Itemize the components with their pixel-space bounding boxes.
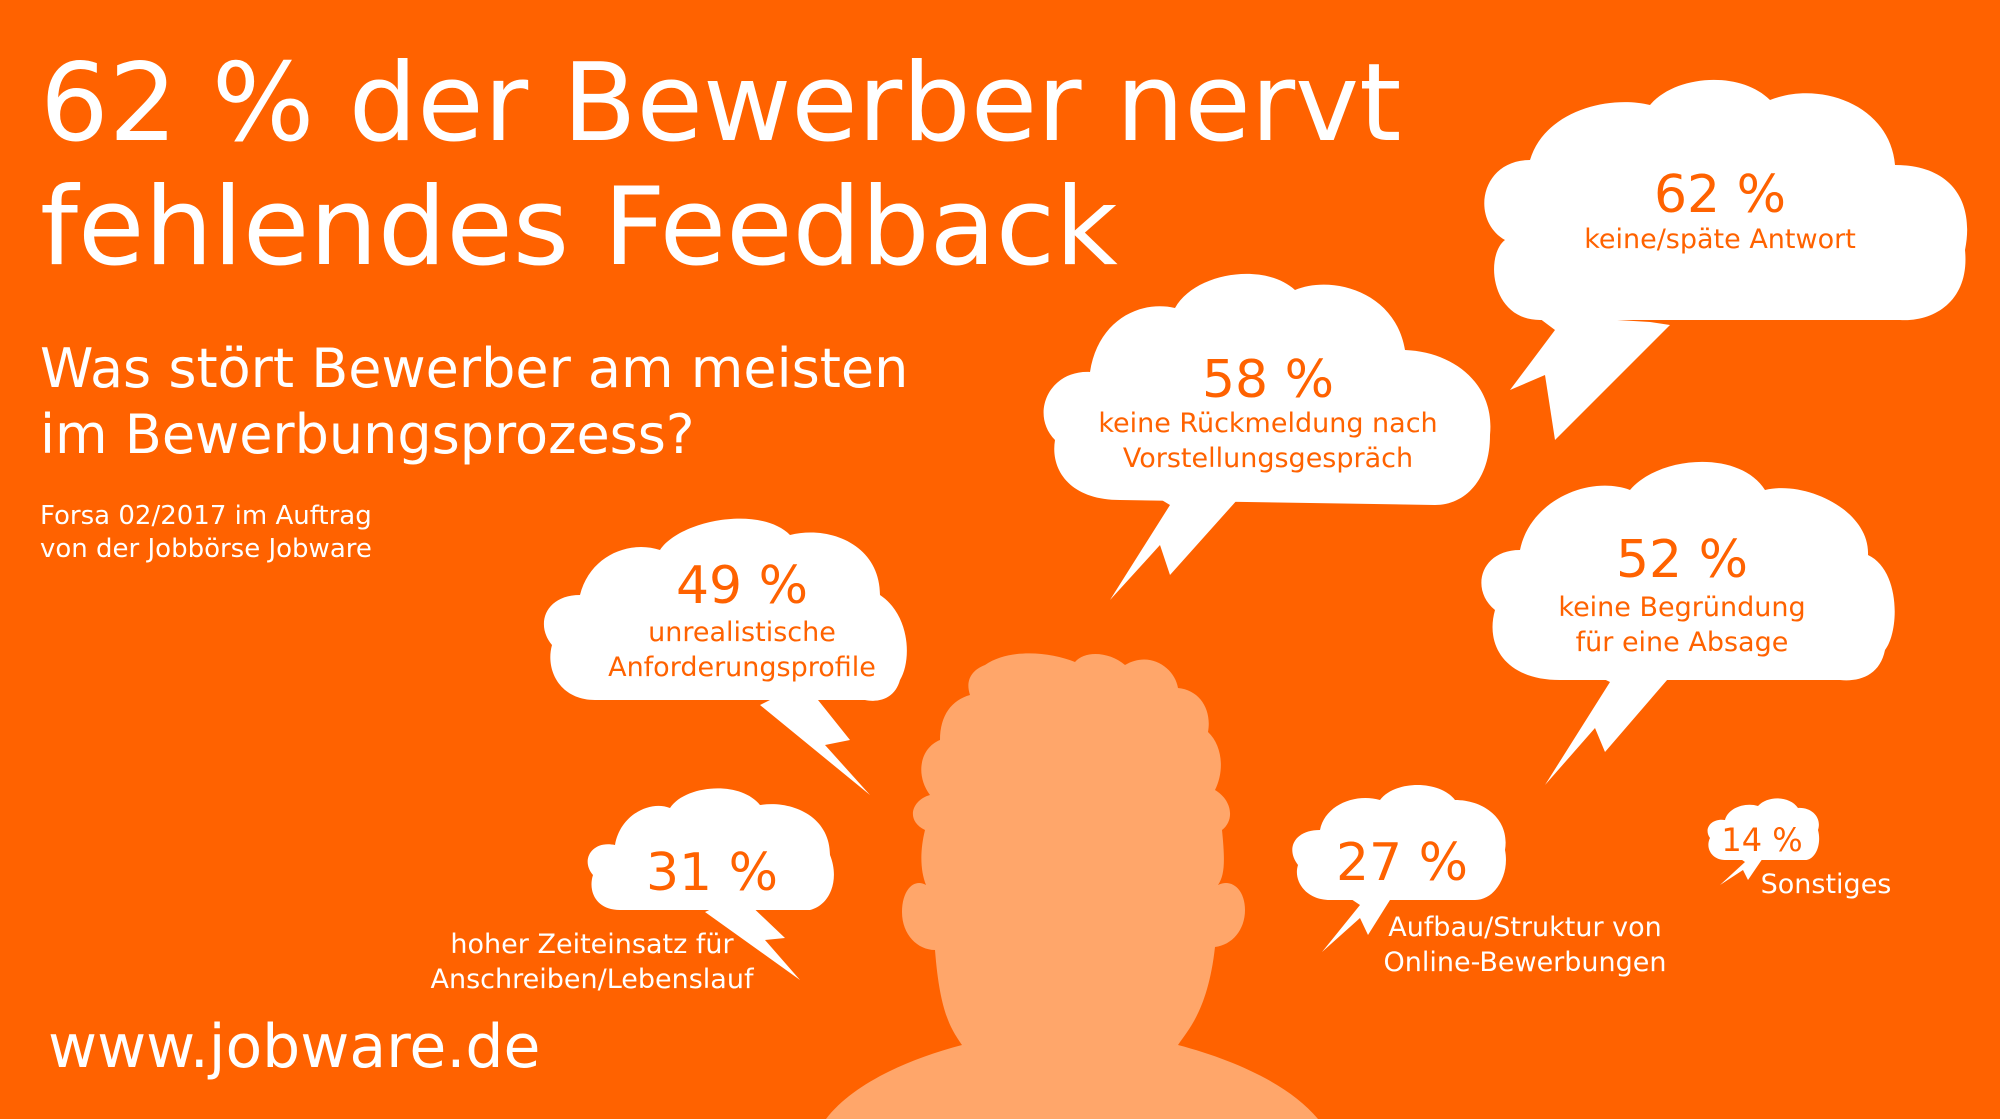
label-58-line-1: keine Rückmeldung nach bbox=[1098, 408, 1438, 439]
title-line-1: 62 % der Bewerber nervt bbox=[40, 41, 1402, 166]
percent-62: 62 % bbox=[1653, 165, 1787, 225]
label-14-line-1: Sonstiges bbox=[1760, 869, 1892, 900]
cloud-27-icon bbox=[1292, 785, 1506, 952]
cloud-14-icon bbox=[1707, 798, 1820, 885]
person-silhouette-icon bbox=[826, 653, 1318, 1119]
cloud-62-icon bbox=[1484, 79, 1968, 440]
label-27-line-2: Online-Bewerbungen bbox=[1383, 947, 1667, 978]
percent-14: 14 % bbox=[1721, 821, 1803, 859]
percent-58: 58 % bbox=[1201, 350, 1335, 410]
label-58: keine Rückmeldung nach Vorstellungsgespr… bbox=[1098, 406, 1437, 476]
source-line-1: Forsa 02/2017 im Auftrag bbox=[40, 501, 372, 531]
website-url: www.jobware.de bbox=[48, 1012, 541, 1082]
label-62: keine/späte Antwort bbox=[1584, 222, 1856, 257]
label-49-line-2: Anforderungsprofile bbox=[608, 652, 876, 683]
cloud-52-icon bbox=[1481, 461, 1895, 785]
label-58-line-2: Vorstellungsgespräch bbox=[1122, 443, 1414, 474]
label-52-line-1: keine Begründung bbox=[1558, 592, 1806, 623]
percent-49: 49 % bbox=[675, 556, 809, 616]
percent-52: 52 % bbox=[1615, 530, 1749, 590]
subtitle-line-1: Was stört Bewerber am meisten bbox=[40, 337, 909, 400]
cloud-58-icon bbox=[1043, 273, 1491, 600]
subtitle-line-2: im Bewerbungsprozess? bbox=[40, 403, 695, 466]
label-49: unrealistische Anforderungsprofile bbox=[608, 615, 876, 685]
cloud-31-icon bbox=[587, 788, 834, 980]
percent-27: 27 % bbox=[1335, 833, 1469, 893]
label-52-line-2: für eine Absage bbox=[1575, 627, 1789, 658]
page-title: 62 % der Bewerber nervt fehlendes Feedba… bbox=[40, 42, 1401, 290]
source-line-2: von der Jobbörse Jobware bbox=[40, 534, 372, 564]
label-49-line-1: unrealistische bbox=[648, 617, 836, 648]
source-note: Forsa 02/2017 im Auftrag von der Jobbörs… bbox=[40, 500, 372, 566]
label-27-line-1: Aufbau/Struktur von bbox=[1388, 912, 1662, 943]
cloud-49-icon bbox=[543, 518, 907, 795]
title-line-2: fehlendes Feedback bbox=[40, 165, 1118, 290]
label-14: Sonstiges bbox=[1761, 867, 1892, 902]
subtitle: Was stört Bewerber am meisten im Bewerbu… bbox=[40, 336, 908, 468]
label-52: keine Begründung für eine Absage bbox=[1558, 590, 1805, 660]
label-27: Aufbau/Struktur von Online-Bewerbungen bbox=[1383, 910, 1666, 980]
label-31-line-2: Anschreiben/Lebenslauf bbox=[430, 964, 754, 995]
percent-31: 31 % bbox=[645, 843, 779, 903]
label-31-line-1: hoher Zeiteinsatz für bbox=[450, 929, 734, 960]
label-62-line-1: keine/späte Antwort bbox=[1584, 224, 1856, 255]
label-31: hoher Zeiteinsatz für Anschreiben/Lebens… bbox=[431, 927, 754, 997]
